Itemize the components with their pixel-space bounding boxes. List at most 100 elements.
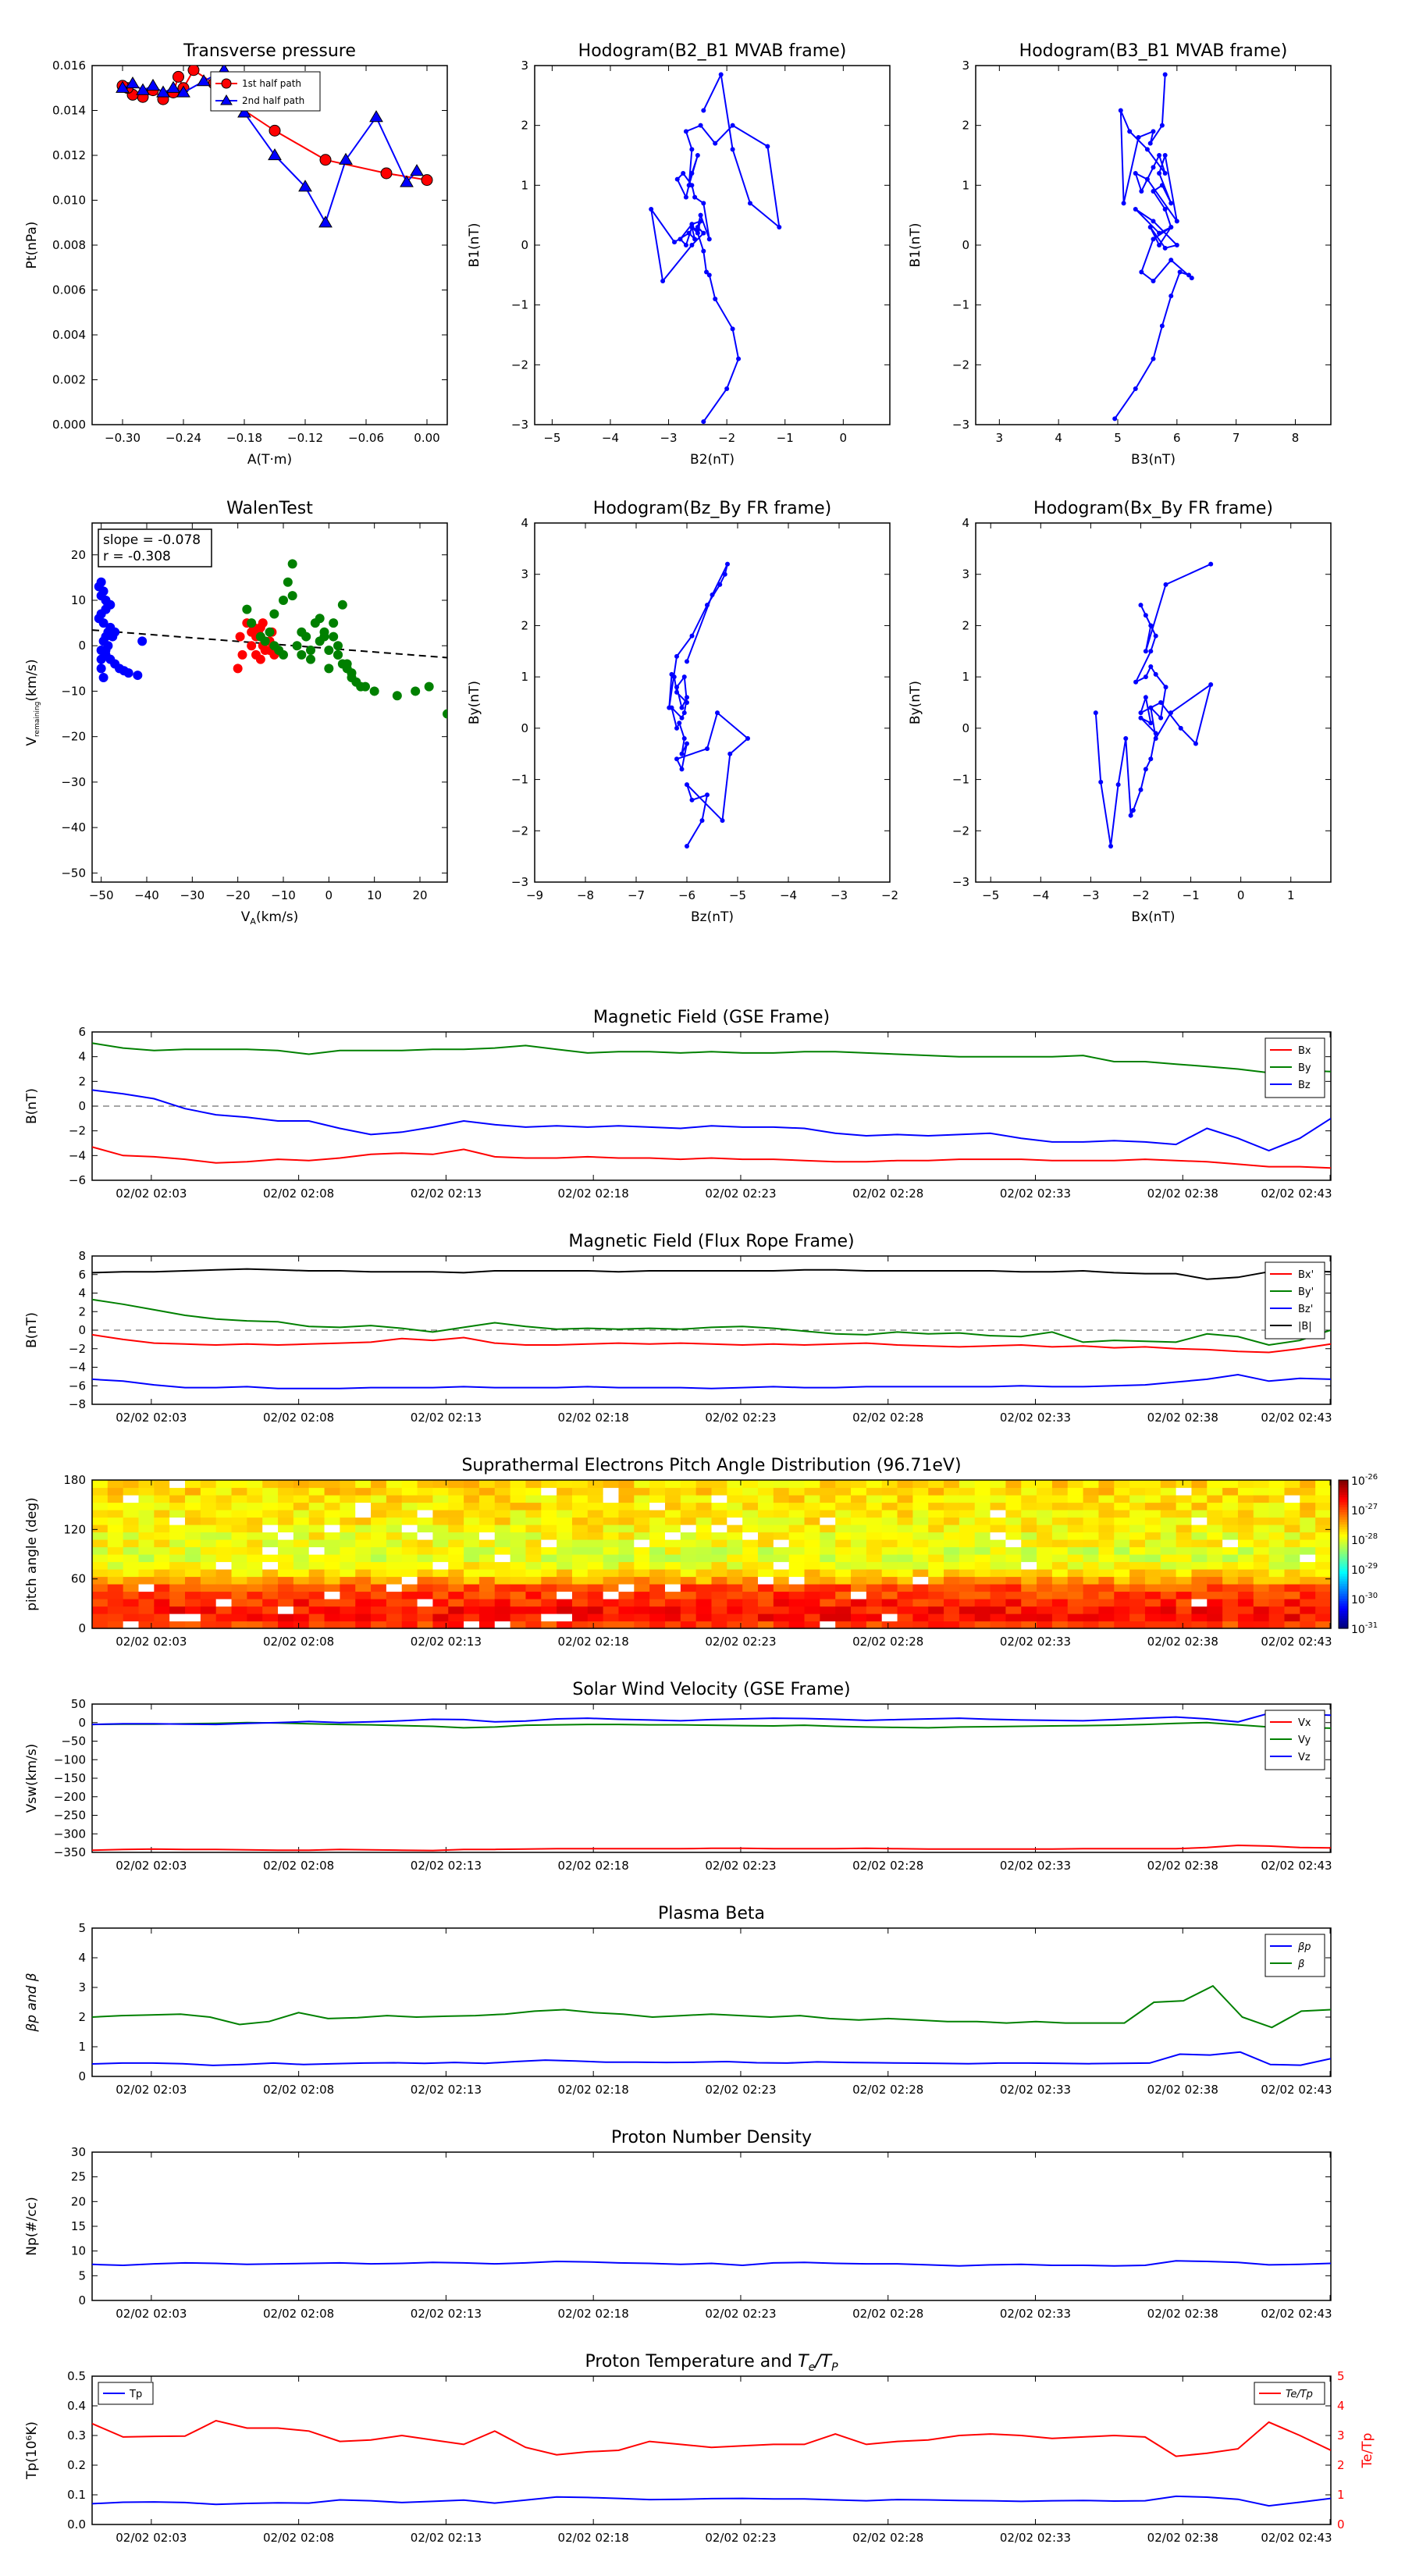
transverse-pressure-point xyxy=(318,215,333,228)
pad-cell xyxy=(990,1569,1007,1578)
pad-cell xyxy=(820,1599,836,1607)
proton-temperature-xtick-label: 02/02 02:08 xyxy=(263,2531,334,2545)
pad-cell xyxy=(788,1591,806,1599)
pad-cell xyxy=(1098,1502,1115,1510)
pad-cell xyxy=(541,1546,557,1555)
pad-cell xyxy=(169,1614,186,1622)
pad-cell xyxy=(401,1561,418,1570)
pad-cell xyxy=(401,1569,418,1578)
hodogram-b2-b1-point xyxy=(660,279,666,283)
colorbar-tick-base: 10 xyxy=(1351,1624,1365,1636)
hodogram-b2-b1-point xyxy=(701,419,706,425)
pad-cell xyxy=(1300,1606,1316,1614)
pad-cell xyxy=(1284,1487,1300,1496)
hodogram-bz-by-point xyxy=(685,659,689,664)
pad-cell xyxy=(1268,1614,1286,1622)
pad-cell xyxy=(897,1495,913,1503)
pad-cell xyxy=(308,1576,325,1585)
pad-cell xyxy=(866,1539,883,1548)
pad-cell xyxy=(835,1487,852,1496)
pad-cell xyxy=(154,1584,170,1592)
pad-cell xyxy=(1300,1495,1316,1503)
pad-cell xyxy=(464,1614,480,1622)
hodogram-bz-by-plot-area xyxy=(667,561,750,849)
walen-test-point xyxy=(123,668,133,678)
transverse-pressure-ytick-label: 0.012 xyxy=(52,148,86,162)
pad-cell xyxy=(1098,1480,1115,1489)
pad-cell xyxy=(1144,1539,1161,1548)
pad-cell xyxy=(262,1525,279,1533)
pad-cell xyxy=(1021,1480,1037,1489)
pad-cell xyxy=(107,1539,124,1548)
proton-temperature-ytick-label: 5 xyxy=(1337,2369,1345,2383)
pad-cell xyxy=(680,1621,697,1629)
hodogram-b3-b1-ytick-label: −3 xyxy=(952,418,969,432)
pad-cell xyxy=(1144,1517,1161,1525)
pad-cell xyxy=(448,1599,464,1607)
pad-cell xyxy=(1067,1569,1084,1578)
transverse-pressure-point xyxy=(339,152,353,165)
pad-cell xyxy=(680,1525,697,1533)
pad-cell xyxy=(510,1554,527,1563)
pad-cell xyxy=(1160,1606,1177,1614)
pad-cell xyxy=(804,1532,820,1540)
pad-cell xyxy=(1160,1480,1177,1489)
pad-cell xyxy=(695,1614,713,1622)
colorbar-tick-exp: -26 xyxy=(1365,1473,1378,1482)
hodogram-b3-b1-point xyxy=(1157,153,1162,158)
pad-cell xyxy=(634,1569,650,1578)
hodogram-bx-by-ytick-label: −1 xyxy=(952,773,969,787)
pad-cell xyxy=(618,1599,635,1607)
pad-cell xyxy=(154,1561,170,1570)
walen-test-point xyxy=(233,664,243,674)
pad-cell xyxy=(355,1554,372,1563)
pad-cell xyxy=(773,1517,790,1525)
hodogram-b3-b1-xtick-label: 4 xyxy=(1055,431,1062,445)
hodogram-bz-by-ytick-label: 4 xyxy=(521,516,528,530)
pad-cell xyxy=(727,1495,743,1503)
pad-cell xyxy=(1268,1539,1286,1548)
pad-cell xyxy=(1129,1591,1146,1599)
pad-cell xyxy=(154,1539,170,1548)
proton-density-ytick-label: 10 xyxy=(71,2244,86,2258)
mag-fr-xtick-label: 02/02 02:18 xyxy=(558,1411,629,1425)
pad-cell xyxy=(478,1576,496,1585)
pad-cell xyxy=(618,1569,635,1578)
pad-cell xyxy=(324,1599,340,1607)
pad-cell xyxy=(773,1532,790,1540)
pad-cell xyxy=(881,1532,898,1540)
pad-cell xyxy=(1207,1510,1223,1518)
proton-temperature-series-Te/Tp xyxy=(92,2419,1331,2457)
pad-cell xyxy=(123,1621,140,1629)
pad-cell xyxy=(448,1584,464,1592)
pad-cell xyxy=(293,1599,310,1607)
pad-cell xyxy=(835,1606,852,1614)
pad-cell xyxy=(1083,1510,1100,1518)
pad-cell xyxy=(154,1546,170,1555)
plasma-beta-ytick-label: 2 xyxy=(78,2010,86,2024)
pad-cell xyxy=(417,1591,434,1599)
pad-cell xyxy=(881,1480,898,1489)
pad-cell xyxy=(773,1539,790,1548)
hodogram-bx-by-point xyxy=(1115,782,1121,788)
pad-cell xyxy=(293,1495,310,1503)
pad-cell xyxy=(835,1621,852,1629)
pad-cell xyxy=(1160,1532,1177,1540)
hodogram-bx-by-point xyxy=(1123,736,1129,741)
pad-cell xyxy=(804,1621,820,1629)
pad-cell xyxy=(603,1517,620,1525)
hodogram-bx-by-ytick-label: 4 xyxy=(962,516,969,530)
pad-cell xyxy=(1005,1480,1022,1489)
pad-cell xyxy=(788,1525,806,1533)
pt-title-main: Proton Temperature and xyxy=(585,2352,798,2371)
colorbar-segment xyxy=(1339,1578,1348,1582)
pad-cell xyxy=(478,1502,496,1510)
pad-cell xyxy=(386,1584,403,1592)
pad-cell xyxy=(634,1591,650,1599)
walen-test-point xyxy=(337,600,347,610)
sw-velocity-legend-label: Vz xyxy=(1298,1752,1311,1763)
pad-cell xyxy=(340,1584,356,1592)
pad-cell xyxy=(835,1539,852,1548)
pad-cell xyxy=(881,1487,898,1496)
colorbar-segment xyxy=(1339,1544,1348,1548)
